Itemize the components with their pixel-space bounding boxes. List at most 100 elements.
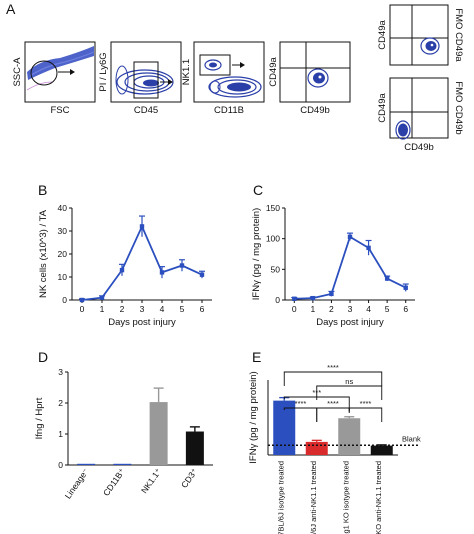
- data-point: [79, 297, 85, 303]
- significance-bracket: [283, 396, 350, 411]
- y-tick-label: 100: [266, 234, 280, 244]
- x-tick-label: 2: [329, 304, 334, 314]
- series-line: [294, 235, 407, 300]
- x-tick-label: 6: [403, 304, 408, 314]
- data-point: [403, 285, 408, 290]
- y-tick-label: 0: [58, 460, 63, 470]
- significance-label: ns: [345, 377, 353, 386]
- fmo-ylabel-cd49a-2: CD49a: [377, 93, 388, 123]
- chart-c-ifng: 0 50 100 150 0 1 2 3 4 5 6 Days post injury IFNγ (pg…: [251, 203, 415, 328]
- y-tick-label: 30: [58, 226, 68, 236]
- series-line: [81, 224, 203, 301]
- bar: [149, 402, 168, 465]
- significance-label: ****: [327, 363, 339, 372]
- y-axis-label: NK cells (x10^3) / TA: [38, 209, 49, 298]
- x-tick-label: 0: [292, 304, 297, 314]
- facs-ylabel-cd49a: CD49a: [268, 57, 279, 87]
- x-tick-label: 1: [100, 304, 105, 314]
- data-point: [199, 272, 205, 277]
- data-point: [179, 263, 185, 268]
- y-tick-label: 0: [62, 295, 67, 305]
- x-tick-label: CD3⁺: [179, 466, 200, 489]
- facs-plot-fmo-cd49b: CD49a CD49b FMO CD49b: [377, 77, 464, 153]
- bar: [273, 400, 296, 455]
- chart-b-nk-cells: 0 10 20 30 40 0 1 2 3 4 5 6 Days post injury NK cells…: [38, 203, 212, 328]
- data-point: [99, 295, 105, 300]
- facs-xlabel-fsc: FSC: [51, 105, 70, 116]
- y-tick-label: 40: [58, 203, 68, 213]
- fmo-side-label-cd49b: FMO CD49b: [453, 81, 464, 134]
- y-tick-label: 1: [58, 429, 63, 439]
- x-tick-label: 5: [385, 304, 390, 314]
- bar: [185, 431, 204, 465]
- data-point: [139, 224, 145, 229]
- facs-xlabel-cd11b: CD11B: [214, 105, 244, 116]
- blank-label: Blank: [402, 434, 421, 443]
- y-tick-label: 50: [271, 264, 281, 274]
- data-point: [310, 295, 316, 301]
- x-tick-label: Rag1 KO isotype treated: [341, 461, 350, 534]
- y-tick-label: 10: [58, 272, 68, 282]
- significance-label: ****: [295, 399, 307, 408]
- data-point: [292, 296, 297, 301]
- bar: [113, 463, 132, 465]
- x-tick-label: 6: [200, 304, 205, 314]
- panel-label-e: E: [252, 349, 261, 365]
- facs-xlabel-cd45: CD45: [134, 105, 158, 116]
- x-tick-label: NK1.1⁺: [139, 466, 163, 495]
- data-point: [347, 234, 353, 240]
- facs-plot-fsc-ssc: SSC-A FSC: [12, 41, 96, 116]
- facs-plot-cd11b-nk: NK1.1 CD11B: [181, 41, 265, 116]
- x-tick-label: 1: [310, 304, 315, 314]
- y-axis-label: IFNγ (pg / mg protein): [251, 208, 262, 300]
- x-tick-label: 4: [366, 304, 371, 314]
- x-tick-label: CD11B⁺: [101, 466, 127, 497]
- bar: [338, 418, 361, 455]
- data-point: [329, 291, 334, 297]
- x-tick-label: 3: [348, 304, 353, 314]
- panel-label-b: B: [38, 182, 47, 198]
- y-tick-label: 150: [266, 203, 280, 213]
- facs-xlabel-cd49b: CD49b: [300, 105, 330, 116]
- y-tick-label: 20: [58, 249, 68, 259]
- data-point: [366, 245, 371, 251]
- x-tick-label: C57BL/6J anti-NK1.1 treated: [309, 461, 318, 534]
- x-axis-label: Days post injury: [316, 317, 384, 328]
- significance-bracket: [283, 371, 383, 386]
- y-axis-label: Ifng / Hprt: [34, 397, 45, 439]
- panel-label-c: C: [253, 182, 263, 198]
- facs-plot-cd45-pi: PI / Ly6G CD45: [98, 41, 182, 116]
- facs-ylabel-nk11: NK1.1: [181, 59, 192, 85]
- x-tick-label: Lineage⁻: [63, 466, 91, 500]
- facs-ylabel-ssc: SSC-A: [12, 57, 23, 87]
- facs-plot-cd49b-cd49a: CD49a CD49b: [268, 41, 351, 116]
- x-tick-label: 2: [120, 304, 125, 314]
- x-tick-label: 5: [180, 304, 185, 314]
- x-axis-label: Days post injury: [108, 317, 176, 328]
- panel-label-a: A: [6, 1, 16, 17]
- data-point: [384, 276, 390, 281]
- bar: [77, 463, 96, 465]
- x-tick-label: 3: [140, 304, 145, 314]
- y-tick-label: 0: [275, 295, 280, 305]
- chart-d-ifng-hprt: 0 1 2 3 Lineage⁻ CD11B⁺ NK1.1⁺ CD3⁺ Ifng / Hprt: [34, 367, 213, 501]
- bar: [370, 445, 393, 455]
- facs-ylabel-pi-ly6g: PI / Ly6G: [98, 52, 109, 91]
- y-tick-label: 3: [58, 367, 63, 377]
- x-tick-label: C57BL/6J isotype treated: [276, 461, 285, 534]
- bar: [305, 441, 328, 455]
- significance-label: ****: [327, 399, 339, 408]
- fmo-ylabel-cd49a-1: CD49a: [377, 20, 388, 50]
- x-tick-label: Rag1 KO anti-NK1.1 treated: [374, 461, 383, 534]
- fmo-side-label-cd49a: FMO CD49a: [453, 8, 464, 62]
- y-tick-label: 2: [58, 398, 63, 408]
- chart-e-ifng-treatment: C57BL/6J isotype treated C57BL/6J anti-NK…: [248, 363, 421, 534]
- significance-label: ****: [360, 399, 372, 408]
- data-point: [159, 270, 165, 275]
- x-tick-label: 4: [160, 304, 165, 314]
- facs-plot-fmo-cd49a: CD49a FMO CD49a: [377, 4, 464, 66]
- significance-label: ***: [312, 388, 321, 397]
- x-tick-label: 0: [80, 304, 85, 314]
- fmo-xlabel-cd49b: CD49b: [404, 142, 434, 153]
